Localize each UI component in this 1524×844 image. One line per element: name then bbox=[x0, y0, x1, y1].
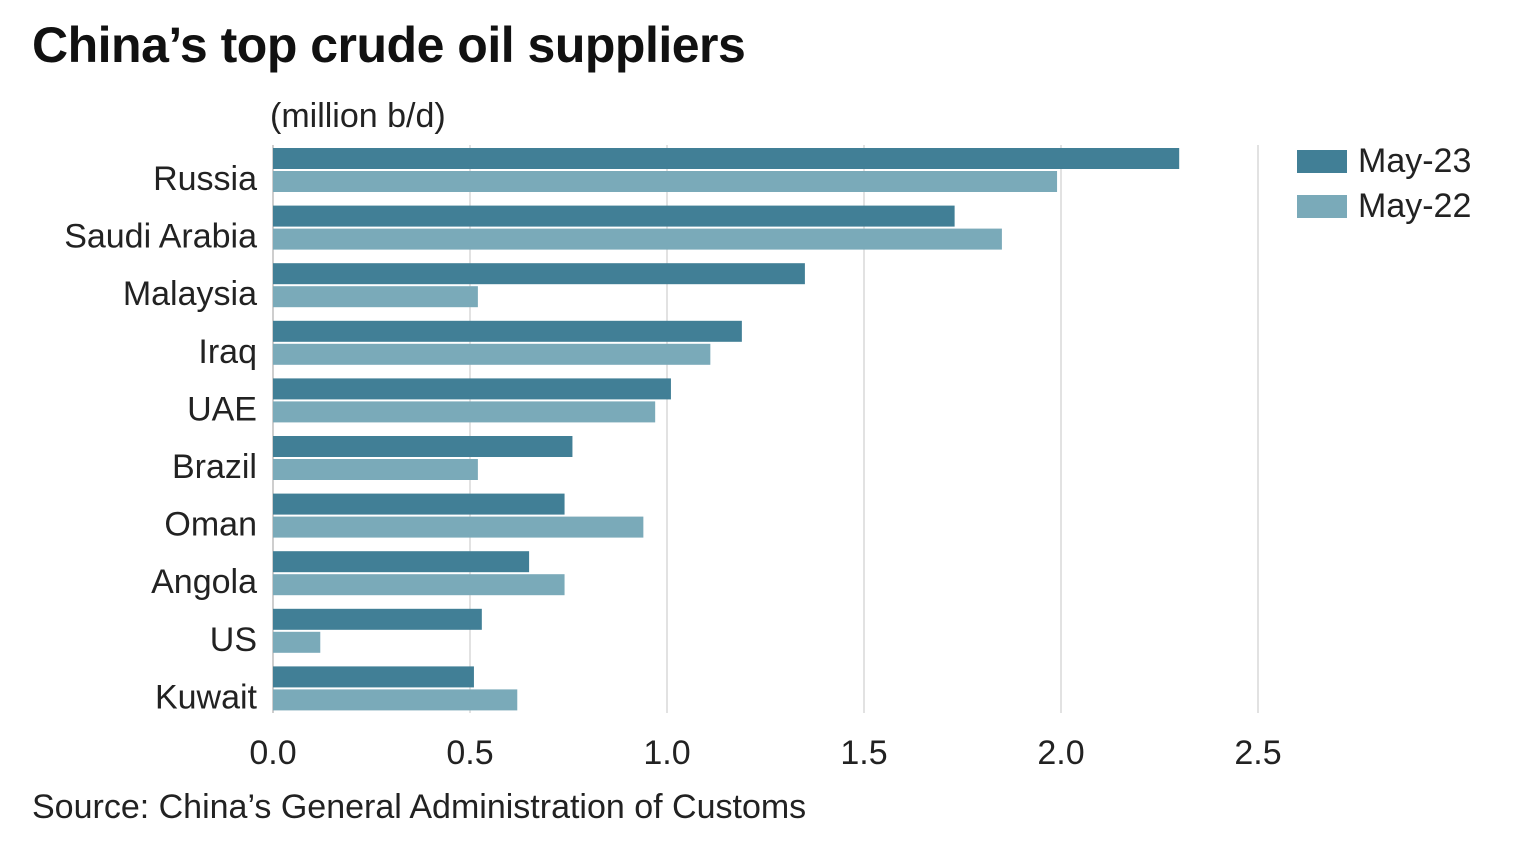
bar-iraq-may-23 bbox=[273, 320, 742, 342]
category-label: Iraq bbox=[198, 333, 257, 371]
category-label: Saudi Arabia bbox=[64, 218, 257, 256]
category-label: US bbox=[210, 621, 257, 659]
source-note: Source: China’s General Administration o… bbox=[32, 788, 807, 826]
category-label: Brazil bbox=[172, 448, 257, 486]
category-label: Russia bbox=[153, 160, 257, 198]
legend-label-may-22: May-22 bbox=[1358, 187, 1471, 225]
bar-russia-may-23 bbox=[273, 148, 1180, 169]
bar-us-may-23 bbox=[273, 608, 482, 630]
category-label: UAE bbox=[187, 390, 257, 428]
bar-kuwait-may-23 bbox=[273, 666, 474, 688]
legend-swatch-may-23 bbox=[1297, 150, 1347, 173]
x-tick-label: 2.0 bbox=[1037, 734, 1084, 772]
category-labels: Russia Saudi Arabia Malaysia Iraq UAE Brazil O… bbox=[64, 160, 257, 716]
bar-uae-may-23 bbox=[273, 378, 671, 400]
bar-russia-may-22 bbox=[273, 171, 1058, 192]
bar-brazil-may-23 bbox=[273, 436, 573, 457]
category-label: Malaysia bbox=[123, 275, 257, 313]
x-tick-label: 1.5 bbox=[840, 734, 887, 772]
x-axis-tick-labels: 0.0 0.5 1.0 1.5 2.0 2.5 bbox=[249, 734, 1281, 772]
x-tick-label: 1.0 bbox=[643, 734, 690, 772]
bar-kuwait-may-22 bbox=[273, 689, 518, 711]
bar-malaysia-may-22 bbox=[273, 286, 478, 308]
legend-label-may-23: May-23 bbox=[1358, 142, 1471, 180]
legend-swatch-may-22 bbox=[1297, 195, 1347, 218]
legend: May-23 May-22 bbox=[1297, 142, 1471, 225]
bar-angola-may-22 bbox=[273, 574, 565, 596]
category-label: Oman bbox=[164, 506, 257, 544]
category-label: Kuwait bbox=[155, 678, 258, 716]
bar-malaysia-may-23 bbox=[273, 263, 805, 285]
category-label: Angola bbox=[151, 563, 257, 601]
bar-saudi-arabia-may-23 bbox=[273, 205, 955, 227]
bar-oman-may-22 bbox=[273, 516, 644, 538]
bar-iraq-may-22 bbox=[273, 343, 711, 365]
chart-title: China’s top crude oil suppliers bbox=[32, 17, 746, 73]
bar-uae-may-22 bbox=[273, 401, 656, 423]
x-tick-label: 2.5 bbox=[1234, 734, 1281, 772]
bar-us-may-22 bbox=[273, 631, 321, 653]
bar-angola-may-23 bbox=[273, 551, 530, 573]
bar-oman-may-23 bbox=[273, 493, 565, 515]
bars bbox=[273, 148, 1180, 711]
bar-brazil-may-22 bbox=[273, 459, 478, 480]
x-tick-label: 0.0 bbox=[249, 734, 296, 772]
y-axis-unit-label: (million b/d) bbox=[270, 97, 446, 135]
bar-saudi-arabia-may-22 bbox=[273, 228, 1002, 250]
x-tick-label: 0.5 bbox=[446, 734, 493, 772]
